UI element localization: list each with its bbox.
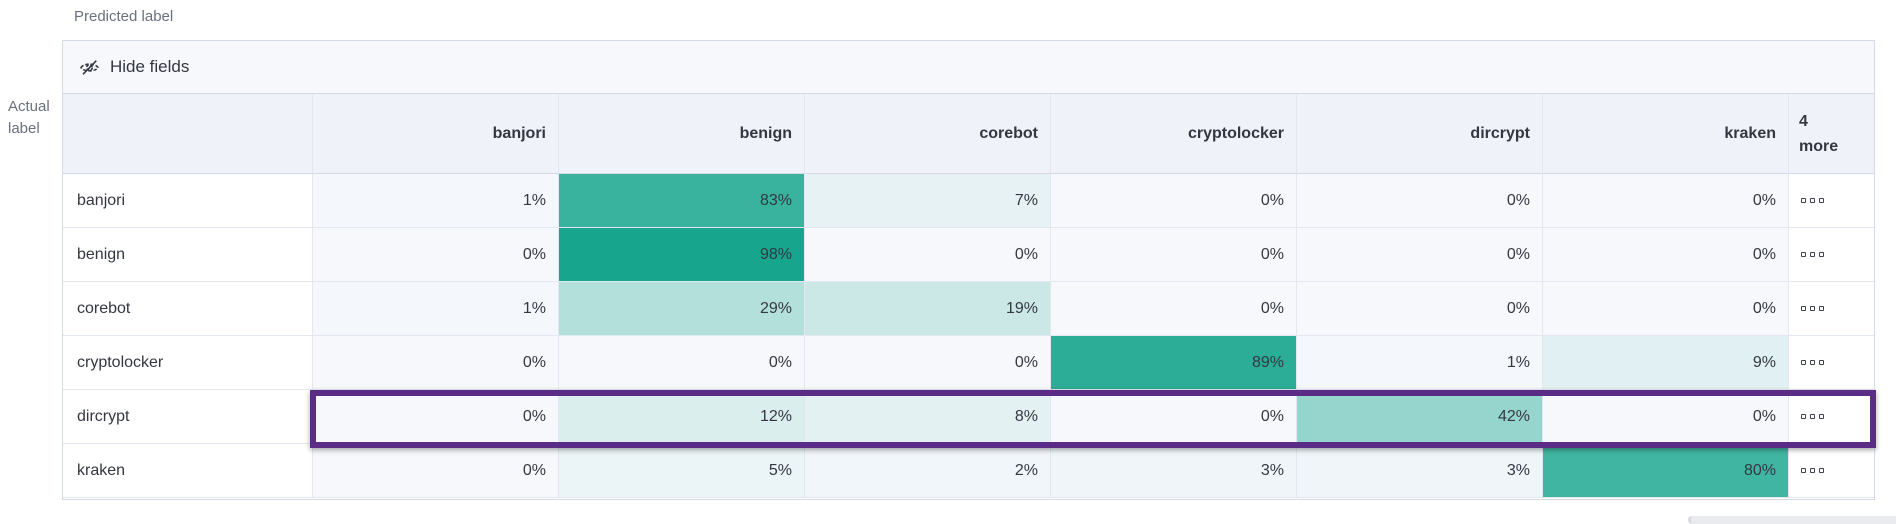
matrix-cell-benign-kraken[interactable]: 0% [1543,228,1789,282]
matrix-cell-banjori-benign[interactable]: 83% [559,174,805,228]
matrix-cell-dircrypt-dircrypt[interactable]: 42% [1297,390,1543,444]
row-label-benign: benign [63,228,313,282]
matrix-cell-kraken-benign[interactable]: 5% [559,444,805,498]
row-label-corebot: corebot [63,282,313,336]
column-header-banjori[interactable]: banjori [313,94,559,174]
more-columns-cell[interactable] [1789,228,1874,282]
predicted-label-axis: Predicted label [74,8,174,25]
matrix-cell-dircrypt-kraken[interactable]: 0% [1543,390,1789,444]
matrix-cell-dircrypt-cryptolocker[interactable]: 0% [1051,390,1297,444]
column-header-cryptolocker[interactable]: cryptolocker [1051,94,1297,174]
column-header-corebot[interactable]: corebot [805,94,1051,174]
row-label-dircrypt: dircrypt [63,390,313,444]
column-header-dircrypt[interactable]: dircrypt [1297,94,1543,174]
matrix-cell-benign-corebot[interactable]: 0% [805,228,1051,282]
matrix-cell-kraken-banjori[interactable]: 0% [313,444,559,498]
boxes-horizontal-icon [1801,306,1806,311]
matrix-cell-cryptolocker-dircrypt[interactable]: 1% [1297,336,1543,390]
actual-label-axis: Actual label [8,96,58,140]
header-corner-cell [63,94,313,174]
actual-label-line2: label [8,120,40,137]
matrix-cell-dircrypt-banjori[interactable]: 0% [313,390,559,444]
boxes-horizontal-icon [1819,198,1824,203]
matrix-cell-cryptolocker-banjori[interactable]: 0% [313,336,559,390]
eye-closed-icon [80,59,99,75]
matrix-cell-kraken-kraken[interactable]: 80% [1543,444,1789,498]
matrix-cell-kraken-cryptolocker[interactable]: 3% [1051,444,1297,498]
boxes-horizontal-icon [1810,414,1815,419]
matrix-cell-corebot-benign[interactable]: 29% [559,282,805,336]
row-label-kraken: kraken [63,444,313,498]
boxes-horizontal-icon [1801,414,1806,419]
boxes-horizontal-icon [1819,252,1824,257]
matrix-cell-cryptolocker-benign[interactable]: 0% [559,336,805,390]
boxes-horizontal-icon [1801,198,1806,203]
column-header-benign[interactable]: benign [559,94,805,174]
matrix-cell-dircrypt-benign[interactable]: 12% [559,390,805,444]
boxes-horizontal-icon [1819,414,1824,419]
boxes-horizontal-icon [1810,198,1815,203]
boxes-horizontal-icon [1801,468,1806,473]
more-columns-cell[interactable] [1789,282,1874,336]
matrix-cell-banjori-banjori[interactable]: 1% [313,174,559,228]
more-columns-cell[interactable] [1789,444,1874,498]
horizontal-scrollbar-thumb[interactable] [1688,516,1896,524]
more-columns-cell[interactable] [1789,390,1874,444]
matrix-cell-cryptolocker-corebot[interactable]: 0% [805,336,1051,390]
hide-fields-label: Hide fields [110,57,190,76]
boxes-horizontal-icon [1801,360,1806,365]
boxes-horizontal-icon [1801,252,1806,257]
row-label-cryptolocker: cryptolocker [63,336,313,390]
actual-label-line1: Actual [8,98,50,115]
matrix-cell-kraken-corebot[interactable]: 2% [805,444,1051,498]
confusion-matrix-grid: Hide fields banjori benign corebot cryptolo… [62,40,1875,500]
boxes-horizontal-icon [1810,468,1815,473]
row-label-banjori: banjori [63,174,313,228]
matrix-cell-banjori-cryptolocker[interactable]: 0% [1051,174,1297,228]
matrix-cell-benign-dircrypt[interactable]: 0% [1297,228,1543,282]
boxes-horizontal-icon [1810,306,1815,311]
column-header-kraken[interactable]: kraken [1543,94,1789,174]
matrix-cell-kraken-dircrypt[interactable]: 3% [1297,444,1543,498]
column-header-more[interactable]: 4 more [1789,94,1874,174]
more-columns-cell[interactable] [1789,174,1874,228]
matrix-cell-corebot-banjori[interactable]: 1% [313,282,559,336]
boxes-horizontal-icon [1810,360,1815,365]
boxes-horizontal-icon [1819,360,1824,365]
hide-fields-button[interactable]: Hide fields [63,41,1874,94]
matrix-table: banjori benign corebot cryptolocker dircrypt… [63,94,1874,498]
matrix-cell-corebot-corebot[interactable]: 19% [805,282,1051,336]
matrix-cell-benign-cryptolocker[interactable]: 0% [1051,228,1297,282]
matrix-cell-dircrypt-corebot[interactable]: 8% [805,390,1051,444]
matrix-cell-banjori-kraken[interactable]: 0% [1543,174,1789,228]
matrix-cell-corebot-cryptolocker[interactable]: 0% [1051,282,1297,336]
matrix-cell-corebot-dircrypt[interactable]: 0% [1297,282,1543,336]
boxes-horizontal-icon [1810,252,1815,257]
more-columns-cell[interactable] [1789,336,1874,390]
boxes-horizontal-icon [1819,468,1824,473]
matrix-cell-benign-banjori[interactable]: 0% [313,228,559,282]
matrix-cell-banjori-corebot[interactable]: 7% [805,174,1051,228]
matrix-cell-cryptolocker-kraken[interactable]: 9% [1543,336,1789,390]
matrix-cell-corebot-kraken[interactable]: 0% [1543,282,1789,336]
matrix-cell-benign-benign[interactable]: 98% [559,228,805,282]
matrix-cell-cryptolocker-cryptolocker[interactable]: 89% [1051,336,1297,390]
boxes-horizontal-icon [1819,306,1824,311]
matrix-cell-banjori-dircrypt[interactable]: 0% [1297,174,1543,228]
